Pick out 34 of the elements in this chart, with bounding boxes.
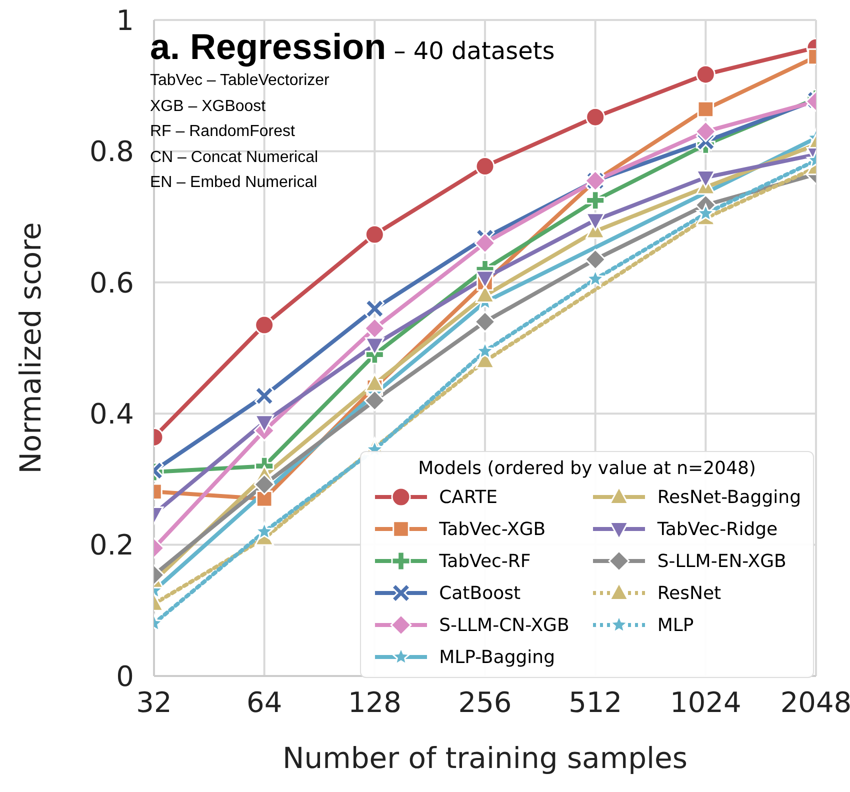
y-tick-label: 0.2 — [89, 528, 134, 562]
annotation: TabVec – TableVectorizer — [150, 71, 330, 91]
legend-label: S-LLM-CN-XGB — [439, 614, 570, 636]
legend-label: ResNet-Bagging — [657, 486, 801, 508]
y-tick-label: 0.6 — [89, 266, 134, 300]
chart-title: a. Regression — [150, 26, 386, 67]
y-tick-label: 0 — [116, 660, 134, 693]
annotation: EN – Embed Numerical — [150, 173, 318, 193]
legend-label: S-LLM-EN-XGB — [657, 550, 786, 572]
x-tick-label: 2048 — [780, 686, 850, 719]
legend-label: CARTE — [439, 486, 498, 508]
x-tick-label: 1024 — [670, 686, 742, 719]
x-axis-title: Number of training samples — [282, 741, 688, 775]
y-axis-title: Normalized score — [13, 222, 48, 474]
y-tick-label: 1 — [116, 4, 134, 37]
x-tick-label: 512 — [568, 686, 622, 719]
legend-label: TabVec-Ridge — [657, 518, 778, 540]
legend-title: Models (ordered by value at n=2048) — [417, 458, 757, 479]
y-tick-label: 0.8 — [89, 135, 134, 168]
annotation: CN – Concat Numerical — [150, 148, 320, 168]
x-tick-label: 32 — [136, 686, 172, 719]
x-tick-label: 64 — [246, 686, 282, 719]
legend-label: MLP — [657, 614, 694, 636]
y-tick-label: 0.4 — [89, 398, 134, 431]
legend-label: MLP-Bagging — [439, 646, 555, 668]
legend-label: ResNet — [657, 582, 722, 604]
annotation: RF – RandomForest — [150, 122, 296, 142]
annotation: XGB – XGBoost — [150, 96, 267, 116]
legend-label: CatBoost — [439, 582, 521, 604]
text: – 40 datasets — [394, 37, 555, 65]
x-tick-label: 256 — [458, 686, 512, 719]
legend-label: TabVec-XGB — [439, 518, 546, 540]
x-tick-label: 128 — [348, 686, 402, 719]
legend-label: TabVec-RF — [439, 550, 531, 572]
